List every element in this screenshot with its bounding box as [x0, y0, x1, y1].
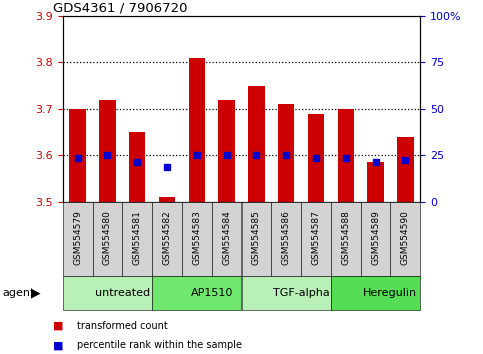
- Bar: [122, 202, 152, 276]
- Bar: [331, 202, 361, 276]
- Text: GSM554588: GSM554588: [341, 210, 350, 265]
- Bar: [278, 104, 294, 202]
- Bar: [390, 202, 420, 276]
- Text: AP1510: AP1510: [190, 288, 233, 298]
- Text: ■: ■: [53, 340, 64, 350]
- Text: Heregulin: Heregulin: [363, 288, 417, 298]
- Text: transformed count: transformed count: [77, 321, 168, 331]
- Bar: [331, 276, 420, 310]
- Text: GSM554585: GSM554585: [252, 210, 261, 265]
- Bar: [338, 109, 354, 202]
- Bar: [70, 109, 86, 202]
- Text: GSM554586: GSM554586: [282, 210, 291, 265]
- Text: GSM554579: GSM554579: [73, 210, 82, 265]
- Bar: [63, 202, 93, 276]
- Bar: [361, 202, 390, 276]
- Text: ■: ■: [53, 321, 64, 331]
- Text: GSM554582: GSM554582: [163, 210, 171, 265]
- Text: GSM554589: GSM554589: [371, 210, 380, 265]
- Text: percentile rank within the sample: percentile rank within the sample: [77, 340, 242, 350]
- Bar: [248, 86, 265, 202]
- Bar: [182, 202, 212, 276]
- Bar: [99, 99, 115, 202]
- Bar: [242, 202, 271, 276]
- Bar: [189, 58, 205, 202]
- Bar: [93, 202, 122, 276]
- Bar: [368, 162, 384, 202]
- Text: GDS4361 / 7906720: GDS4361 / 7906720: [53, 1, 187, 14]
- Bar: [152, 202, 182, 276]
- Text: GSM554587: GSM554587: [312, 210, 320, 265]
- Text: GSM554584: GSM554584: [222, 210, 231, 265]
- Bar: [129, 132, 145, 202]
- Bar: [218, 99, 235, 202]
- Text: agent: agent: [2, 288, 35, 298]
- Bar: [397, 137, 413, 202]
- Bar: [152, 276, 242, 310]
- Bar: [212, 202, 242, 276]
- Bar: [271, 202, 301, 276]
- Bar: [301, 202, 331, 276]
- Text: GSM554590: GSM554590: [401, 210, 410, 265]
- Bar: [308, 114, 324, 202]
- Text: GSM554583: GSM554583: [192, 210, 201, 265]
- Text: GSM554580: GSM554580: [103, 210, 112, 265]
- Text: untreated: untreated: [95, 288, 150, 298]
- Text: TGF-alpha: TGF-alpha: [273, 288, 329, 298]
- Bar: [63, 276, 152, 310]
- Text: GSM554581: GSM554581: [133, 210, 142, 265]
- Text: ▶: ▶: [31, 286, 41, 299]
- Bar: [242, 276, 331, 310]
- Bar: [159, 197, 175, 202]
